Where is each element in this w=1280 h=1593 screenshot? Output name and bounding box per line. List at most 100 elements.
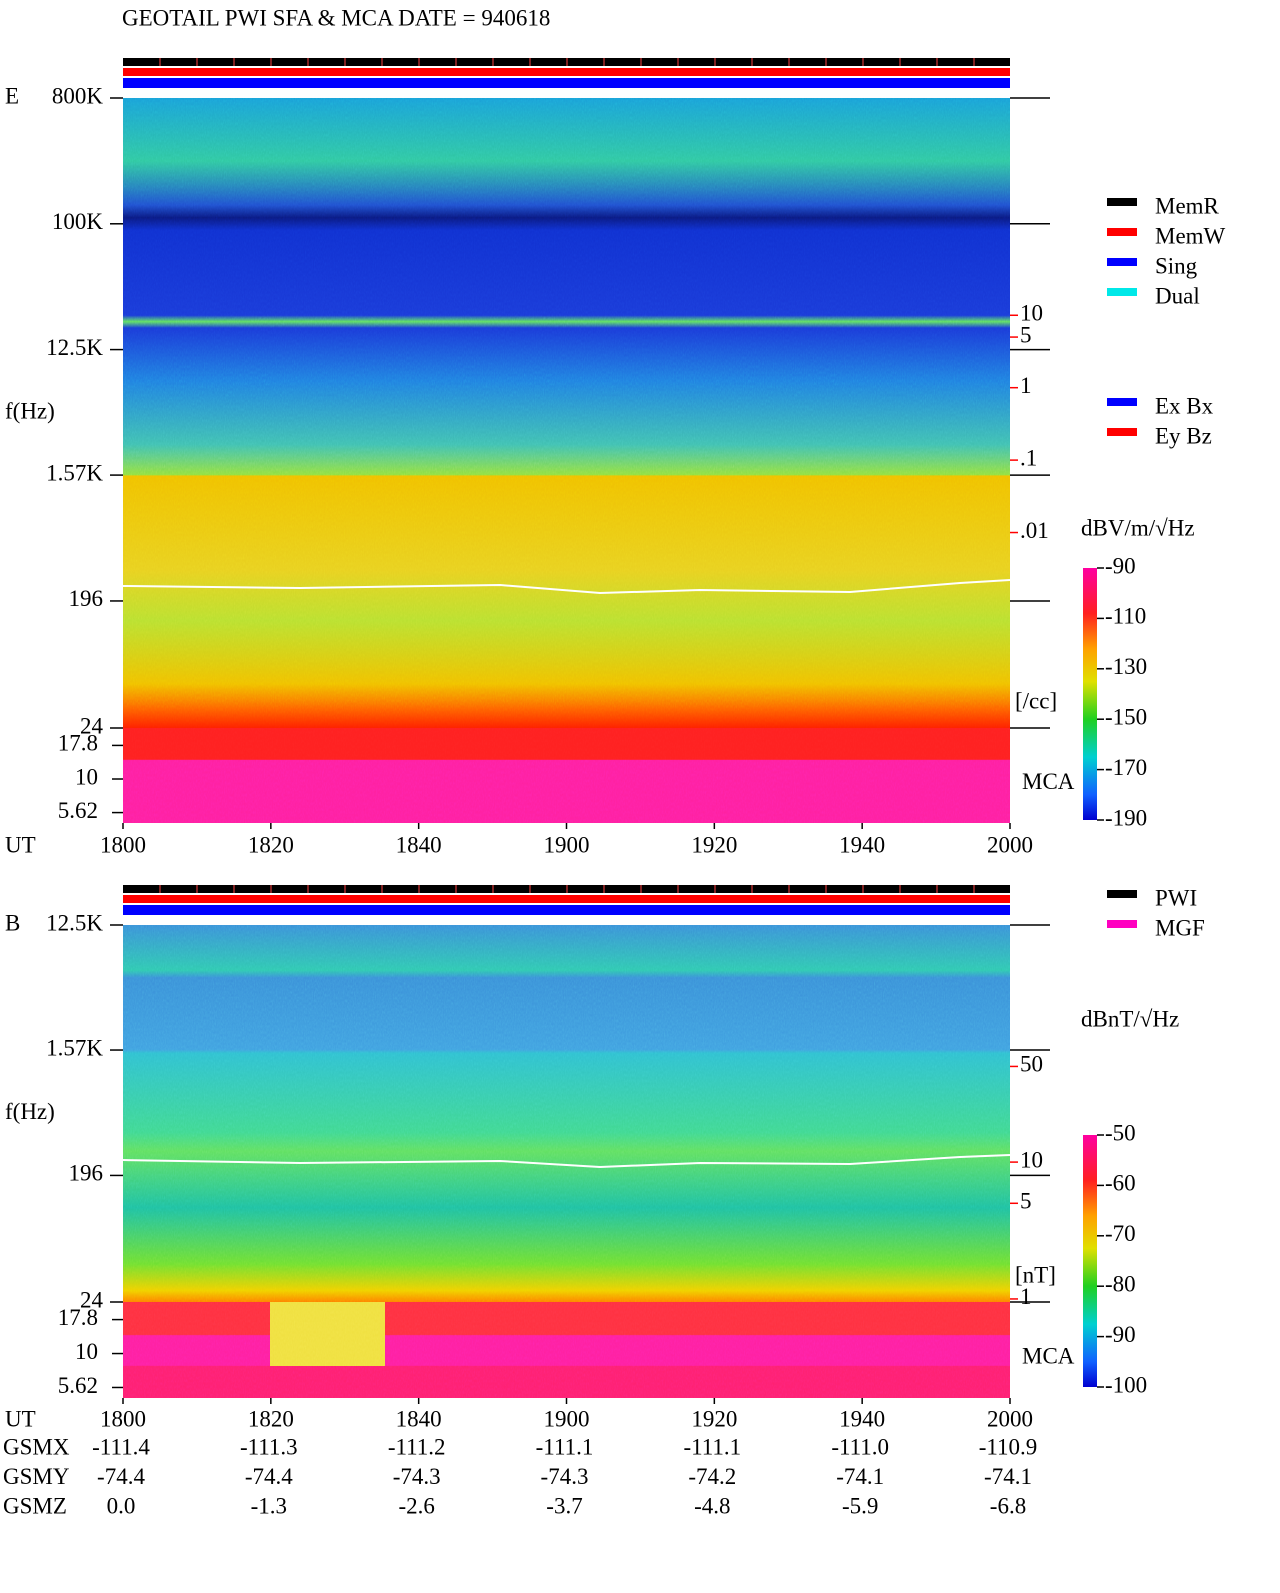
colorbar-tick-label: -90 [1105, 553, 1136, 578]
legend-label: PWI [1155, 885, 1197, 910]
spectrogram-image [122, 98, 1011, 1398]
x-tick-label: 1820 [248, 1406, 294, 1431]
y-tick-label: 1.57K [46, 1035, 103, 1060]
right-axis-tick-label: 10 [1020, 1147, 1043, 1172]
plasma-line [122, 579, 1011, 595]
legend-swatch [1107, 198, 1137, 206]
right-axis-tick-label: 50 [1020, 1052, 1043, 1077]
y-tick-label: 24 [80, 713, 104, 738]
legend-swatch [1107, 428, 1137, 436]
orbit-value: -74.4 [245, 1464, 293, 1489]
orbit-value: -1.3 [251, 1493, 287, 1518]
x-tick-label: 1900 [544, 832, 590, 857]
colorbar-tick-label: -110 [1105, 604, 1146, 629]
colorbar-tick-label: -70 [1105, 1221, 1136, 1246]
orbit-value: -111.2 [388, 1434, 446, 1459]
colorbar-tick-label: -130 [1105, 654, 1147, 679]
x-tick-label: 1820 [248, 832, 294, 857]
legend-label: Dual [1155, 283, 1200, 308]
x-tick-label: 1800 [100, 832, 146, 857]
colorbar-tick-label: -150 [1105, 704, 1147, 729]
right-axis-tick-label: .01 [1020, 518, 1049, 543]
orbit-value: -74.3 [541, 1464, 589, 1489]
legend-swatch [1107, 258, 1137, 266]
status-bar [123, 78, 1010, 88]
right-axis-tick-label: 5 [1020, 322, 1032, 347]
x-tick-label: 1900 [544, 1406, 590, 1431]
status-bar [123, 68, 1010, 76]
orbit-value: -2.6 [398, 1493, 434, 1518]
right-axis-tick-label: 1 [1020, 373, 1032, 398]
colorbar-tick-label: -80 [1105, 1271, 1136, 1296]
right-axis-label: [nT] [1015, 1262, 1056, 1287]
colorbar-tick-label: -60 [1105, 1171, 1136, 1196]
plasma-line [122, 1154, 1011, 1169]
colorbar-label: dBV/m/√Hz [1081, 515, 1195, 540]
x-tick-label: 1840 [396, 1406, 442, 1431]
legend-swatch [1107, 890, 1137, 898]
status-bar [123, 905, 1010, 915]
orbit-value: -110.9 [979, 1434, 1038, 1459]
mca-tick-label: 10 [75, 1339, 98, 1364]
mca-label: MCA [1022, 769, 1075, 794]
y-tick-label: 196 [69, 1161, 104, 1186]
y-axis-label: f(Hz) [5, 398, 55, 423]
y-axis-label: f(Hz) [5, 1099, 55, 1124]
legend-swatch [1107, 920, 1137, 928]
colorbar-tick-label: -100 [1105, 1372, 1147, 1397]
orbit-value: -6.8 [990, 1493, 1026, 1518]
colorbar [1083, 568, 1097, 820]
y-tick-label: 1.57K [46, 460, 103, 485]
legend-label: MemW [1155, 223, 1226, 248]
orbit-row-label: GSMY [3, 1464, 70, 1489]
right-axis-tick-label: .1 [1020, 445, 1037, 470]
orbit-value: -74.1 [984, 1464, 1032, 1489]
x-tick-label: 1920 [691, 1406, 737, 1431]
mca-tick-label: 17.8 [58, 1305, 98, 1330]
legend-swatch [1107, 398, 1137, 406]
mca-tick-label: 5.62 [58, 1373, 98, 1398]
x-axis-label: UT [5, 832, 36, 857]
x-axis-label: UT [5, 1406, 36, 1431]
x-tick-label: 1940 [839, 832, 885, 857]
orbit-value: 0.0 [107, 1493, 136, 1518]
mca-label: MCA [1022, 1343, 1075, 1368]
orbit-row-label: GSMZ [3, 1493, 67, 1518]
y-tick-label: 12.5K [46, 910, 103, 935]
y-tick-label: 24 [80, 1287, 104, 1312]
panel-label: B [5, 910, 20, 935]
orbit-value: -74.4 [97, 1464, 145, 1489]
panel-label: E [5, 83, 19, 108]
legend-swatch [1107, 228, 1137, 236]
colorbar-tick-label: -190 [1105, 805, 1147, 830]
y-tick-label: 100K [52, 209, 104, 234]
colorbar [1083, 1135, 1097, 1387]
mca-tick-label: 17.8 [58, 731, 98, 756]
x-tick-label: 1940 [839, 1406, 885, 1431]
y-tick-label: 12.5K [46, 335, 103, 360]
mca-tick-label: 10 [75, 764, 98, 789]
legend-label: Ex Bx [1155, 393, 1214, 418]
mca-tick-label: 5.62 [58, 798, 98, 823]
x-tick-label: 2000 [987, 1406, 1033, 1431]
orbit-value: -111.1 [683, 1434, 741, 1459]
colorbar-label: dBnT/√Hz [1081, 1006, 1179, 1031]
y-tick-label: 196 [69, 586, 104, 611]
legend-label: MemR [1155, 193, 1220, 218]
colorbar-tick-label: -170 [1105, 755, 1147, 780]
x-tick-label: 1800 [100, 1406, 146, 1431]
orbit-value: -4.8 [694, 1493, 730, 1518]
orbit-value: -111.1 [536, 1434, 594, 1459]
orbit-value: -3.7 [546, 1493, 582, 1518]
orbit-value: -111.3 [240, 1434, 298, 1459]
y-tick-label: 800K [52, 83, 104, 108]
legend-label: MGF [1155, 915, 1205, 940]
right-axis-tick-label: 1 [1020, 1284, 1032, 1309]
orbit-value: -74.3 [393, 1464, 441, 1489]
x-tick-label: 1920 [691, 832, 737, 857]
colorbar-tick-label: -50 [1105, 1120, 1136, 1145]
x-tick-label: 1840 [396, 832, 442, 857]
colorbar-tick-label: -90 [1105, 1322, 1136, 1347]
